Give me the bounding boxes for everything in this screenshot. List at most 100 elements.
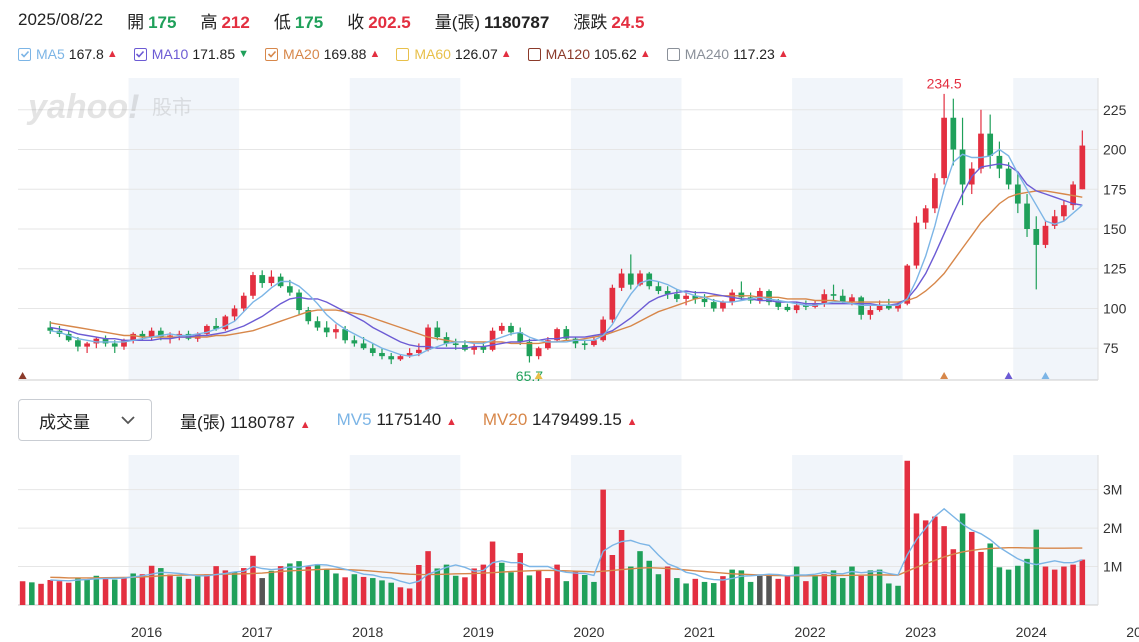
volume-bar	[775, 578, 782, 605]
volume-bar	[591, 581, 597, 605]
ma-toggle-ma5[interactable]: MA5 167.8 ▲	[18, 46, 118, 62]
arrow-icon: ▲	[369, 48, 381, 60]
candle-body	[286, 286, 293, 293]
candle-body	[415, 349, 422, 353]
candle-body	[139, 333, 146, 338]
candle-body	[1051, 216, 1058, 226]
volume-bar	[296, 561, 302, 605]
event-marker-icon	[1004, 372, 1013, 379]
candle-body	[369, 348, 376, 353]
volume-bar	[323, 568, 330, 605]
volume-bar	[139, 574, 146, 605]
change-info: 漲跌 24.5	[573, 8, 644, 33]
volume-bar	[535, 570, 542, 605]
ma-toggle-ma240[interactable]: MA240 117.23 ▲	[666, 46, 789, 62]
volume-bar	[683, 583, 689, 605]
candle-body	[821, 294, 828, 304]
candle-body	[1061, 205, 1067, 217]
volume-bar	[618, 530, 625, 605]
volume-bar	[793, 566, 800, 605]
mv5-line	[50, 507, 1083, 585]
candle-body	[895, 303, 901, 309]
low-value: 175	[294, 12, 324, 32]
volume-bar	[526, 575, 533, 605]
candle-body	[1070, 184, 1076, 206]
volume-value: 1180787	[484, 12, 550, 32]
checkbox-icon[interactable]	[18, 47, 31, 61]
ma-toggle-ma10[interactable]: MA10 171.85 ▼	[133, 46, 249, 62]
volume-bar	[729, 569, 735, 605]
ma-value: 167.8	[68, 46, 104, 62]
candle-body	[204, 325, 210, 334]
volume-bar	[720, 576, 726, 605]
candle-body	[296, 292, 302, 311]
volume-bar	[701, 581, 708, 605]
indicator-dropdown[interactable]: 成交量	[18, 399, 152, 441]
candle-body	[462, 345, 468, 350]
volume-bar	[1024, 558, 1030, 605]
checkbox-icon[interactable]	[396, 47, 410, 61]
volume-bar	[692, 578, 699, 605]
volume-bar	[65, 582, 72, 605]
volume-bar	[287, 563, 293, 605]
candle-body	[111, 343, 118, 347]
volume-bar	[581, 575, 588, 605]
indicator-dropdown-label: 成交量	[39, 412, 90, 432]
candle-body	[176, 333, 183, 336]
volume-bar	[996, 567, 1003, 605]
checkbox-icon[interactable]	[666, 47, 680, 61]
year-band	[128, 455, 240, 605]
volume-bar	[545, 578, 551, 605]
checkbox-icon[interactable]	[133, 47, 147, 61]
ma10-line	[50, 163, 1083, 349]
volume-bar	[950, 549, 957, 605]
candle-body	[222, 316, 229, 330]
candle-body	[627, 273, 634, 285]
volume-bar	[609, 555, 616, 605]
ma-name: MA60	[414, 46, 451, 62]
volume-bar	[406, 588, 413, 605]
volume-bar	[1042, 566, 1049, 605]
close-info: 收 202.5	[347, 8, 411, 33]
checkbox-icon[interactable]	[527, 47, 541, 61]
ma-toggle-ma20[interactable]: MA20 169.88 ▲	[265, 46, 380, 62]
volume-label: 量(張)	[434, 12, 481, 32]
ma-toggle-ma120[interactable]: MA120 105.62 ▲	[527, 46, 651, 62]
volume-bar	[803, 581, 809, 605]
year-band	[349, 455, 461, 605]
volume-bar	[867, 570, 874, 605]
candle-body	[738, 292, 745, 298]
ma-toggle-ma60[interactable]: MA60 126.07 ▲	[396, 46, 512, 62]
arrow-icon: ▲	[626, 416, 638, 428]
candle-body	[581, 343, 588, 346]
candle-body	[885, 305, 892, 309]
candle-body	[600, 319, 607, 341]
checkbox-icon[interactable]	[265, 47, 279, 61]
open-info: 開 175	[127, 8, 176, 33]
open-value: 175	[148, 12, 177, 32]
candle-body	[959, 149, 966, 185]
candle-body	[360, 343, 367, 349]
volume-bar	[443, 564, 450, 605]
open-label: 開	[127, 12, 145, 32]
candle-body	[1024, 203, 1030, 229]
volume-bar	[204, 574, 210, 605]
arrow-icon: ▲	[777, 48, 789, 60]
volume-bar	[821, 574, 828, 605]
volume-info: 量(張) 1180787	[435, 8, 550, 33]
arrow-icon: ▲	[299, 418, 311, 431]
volume-bar	[1033, 529, 1040, 605]
candle-body	[65, 333, 72, 341]
volume-bar	[747, 581, 754, 605]
close-value: 202.5	[368, 12, 411, 32]
candle-body	[535, 348, 542, 357]
ohlc-header: 2025/08/22 開 175 高 212 低 175 收 202.5 量(張) 118…	[18, 8, 668, 32]
volume-bar	[29, 582, 35, 605]
volume-bar	[1015, 565, 1021, 605]
change-label: 漲跌	[573, 12, 608, 32]
y-tick-label: 100	[1103, 300, 1127, 316]
low-info: 低 175	[274, 8, 323, 33]
event-marker-icon	[1041, 372, 1050, 379]
candle-body	[683, 295, 689, 299]
